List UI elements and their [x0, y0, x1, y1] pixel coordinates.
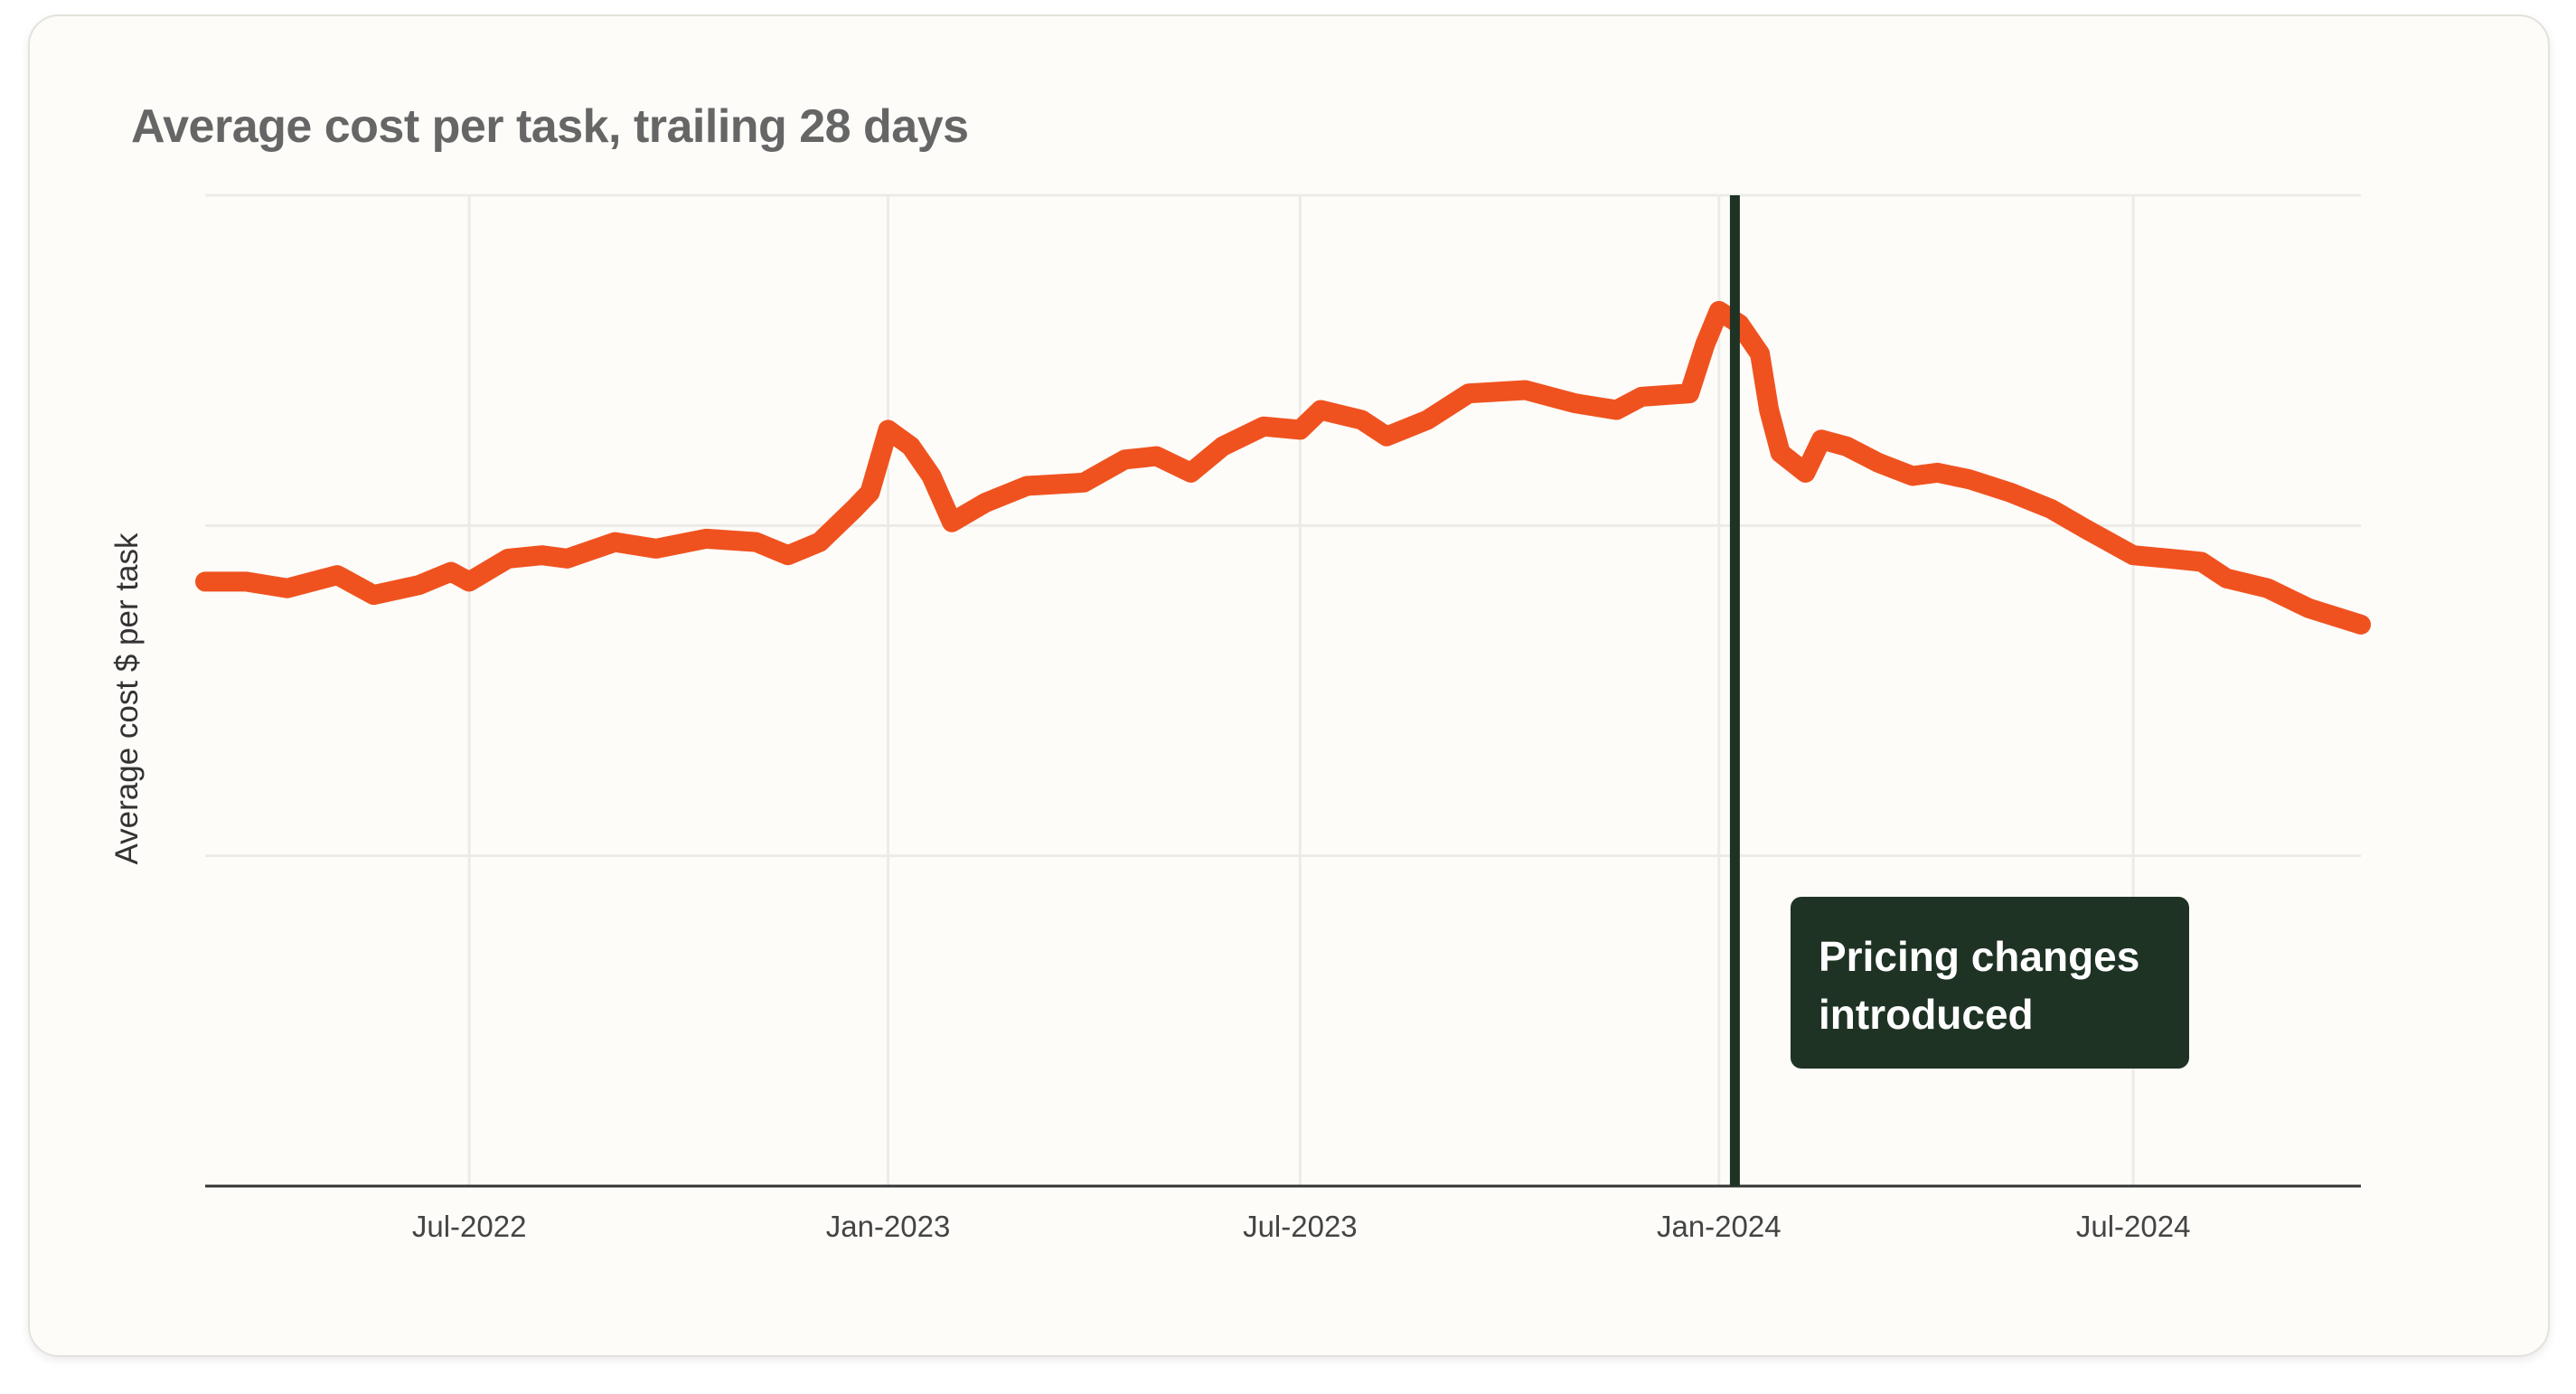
chart-title: Average cost per task, trailing 28 days — [131, 100, 969, 153]
y-axis-label: Average cost $ per task — [109, 532, 145, 865]
annotation-label: Pricing changes — [1819, 933, 2139, 980]
cost-series-line — [195, 300, 2371, 635]
annotation-box — [1791, 897, 2189, 1069]
x-tick-label: Jul-2023 — [1243, 1210, 1358, 1243]
x-tick-label: Jan-2023 — [826, 1210, 951, 1243]
x-tick-label: Jul-2022 — [412, 1210, 527, 1243]
x-tick-label: Jan-2024 — [1657, 1210, 1782, 1243]
chart-card: Average cost per task, trailing 28 days — [28, 14, 2550, 1357]
annotation-label: introduced — [1819, 991, 2034, 1038]
x-tick-label: Jul-2024 — [2076, 1210, 2191, 1243]
